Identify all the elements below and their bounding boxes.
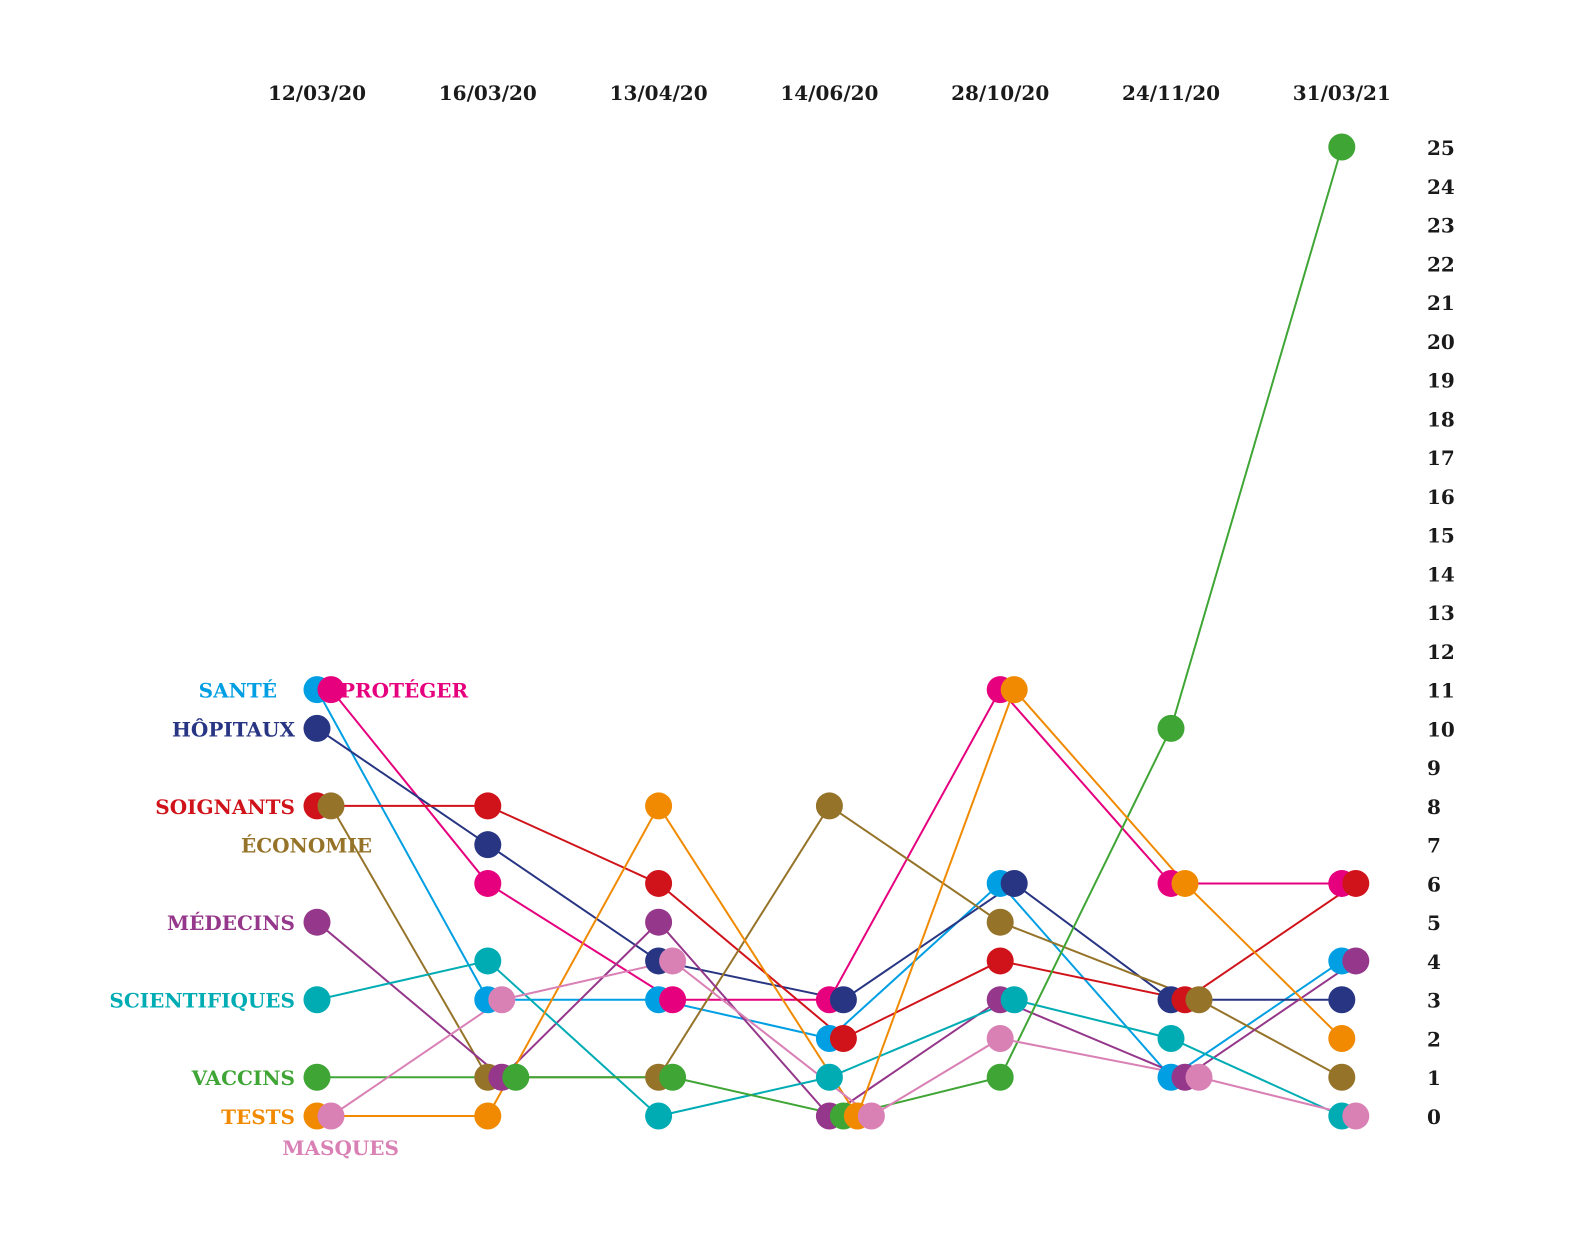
data-point xyxy=(986,1063,1014,1091)
data-point xyxy=(1328,133,1356,161)
data-point xyxy=(659,1063,687,1091)
data-point xyxy=(986,1024,1014,1052)
data-point xyxy=(645,792,673,820)
y-tick-label: 12 xyxy=(1427,640,1455,664)
data-point xyxy=(986,908,1014,936)
series-label: MASQUES xyxy=(282,1136,399,1160)
y-tick-label: 21 xyxy=(1427,291,1455,315)
series-label: HÔPITAUX xyxy=(172,716,295,741)
data-point xyxy=(857,1102,885,1130)
data-point xyxy=(502,1063,530,1091)
data-point xyxy=(303,908,331,936)
y-tick-label: 23 xyxy=(1427,214,1455,238)
data-point xyxy=(645,869,673,897)
y-tick-label: 3 xyxy=(1427,989,1441,1013)
data-point xyxy=(659,947,687,975)
x-tick-label: 28/10/20 xyxy=(951,81,1049,105)
data-point xyxy=(1157,1024,1185,1052)
series-label: SANTÉ xyxy=(199,679,277,703)
data-point xyxy=(488,986,516,1014)
data-point xyxy=(303,986,331,1014)
y-tick-label: 9 xyxy=(1427,756,1441,780)
data-point xyxy=(986,947,1014,975)
data-point xyxy=(815,1063,843,1091)
y-tick-label: 13 xyxy=(1427,601,1455,625)
y-tick-label: 14 xyxy=(1427,562,1455,586)
data-point xyxy=(1328,1024,1356,1052)
data-point xyxy=(317,792,345,820)
data-point xyxy=(645,908,673,936)
data-point xyxy=(1000,986,1028,1014)
y-tick-label: 4 xyxy=(1427,950,1441,974)
data-point xyxy=(1342,869,1370,897)
data-point xyxy=(659,986,687,1014)
data-point xyxy=(474,831,502,859)
data-point xyxy=(829,1024,857,1052)
y-tick-label: 7 xyxy=(1427,834,1441,858)
y-tick-label: 19 xyxy=(1427,369,1455,393)
data-point xyxy=(317,676,345,704)
data-point xyxy=(1171,869,1199,897)
x-tick-label: 12/03/20 xyxy=(268,81,366,105)
y-tick-label: 5 xyxy=(1427,911,1441,935)
series-label: TESTS xyxy=(221,1105,295,1129)
y-tick-label: 1 xyxy=(1427,1066,1441,1090)
y-tick-label: 6 xyxy=(1427,872,1441,896)
series-lines xyxy=(316,146,1357,1119)
y-tick-label: 8 xyxy=(1427,795,1441,819)
y-tick-label: 16 xyxy=(1427,485,1455,509)
y-tick-label: 0 xyxy=(1427,1105,1441,1129)
data-point xyxy=(1328,1063,1356,1091)
data-point xyxy=(1185,1063,1213,1091)
y-tick-label: 22 xyxy=(1427,252,1455,276)
x-tick-label: 24/11/20 xyxy=(1122,81,1220,105)
data-point xyxy=(474,1102,502,1130)
series-label: ÉCONOMIE xyxy=(241,834,372,858)
y-tick-label: 10 xyxy=(1427,717,1455,741)
y-tick-label: 17 xyxy=(1427,446,1455,470)
y-tick-label: 25 xyxy=(1427,136,1455,160)
y-tick-label: 24 xyxy=(1427,175,1455,199)
series-label: SCIENTIFIQUES xyxy=(109,989,295,1013)
y-axis-labels: 0123456789101112131415161718192021222324… xyxy=(1427,136,1455,1129)
series-label: SOIGNANTS xyxy=(155,795,295,819)
data-point xyxy=(474,869,502,897)
data-point xyxy=(1157,714,1185,742)
data-point xyxy=(1000,676,1028,704)
data-point xyxy=(303,714,331,742)
y-tick-label: 18 xyxy=(1427,407,1455,431)
x-tick-label: 31/03/21 xyxy=(1293,81,1391,105)
data-point xyxy=(303,1063,331,1091)
data-point xyxy=(1342,1102,1370,1130)
data-point xyxy=(474,792,502,820)
data-point xyxy=(1328,986,1356,1014)
series-label: PROTÉGER xyxy=(340,679,469,703)
data-point xyxy=(1342,947,1370,975)
data-point xyxy=(474,947,502,975)
data-point xyxy=(645,1102,673,1130)
x-tick-label: 16/03/20 xyxy=(439,81,537,105)
data-point xyxy=(1000,869,1028,897)
y-tick-label: 15 xyxy=(1427,524,1455,548)
series-label: MÉDECINS xyxy=(167,911,295,935)
data-point xyxy=(815,792,843,820)
x-tick-label: 13/04/20 xyxy=(610,81,708,105)
series-labels: SANTÉ PROTÉGER HÔPITAUX SOIGNANTS ÉCONOMIE MÉ… xyxy=(109,679,468,1160)
data-point xyxy=(1185,986,1213,1014)
series-line xyxy=(316,727,1342,1001)
series-points xyxy=(303,133,1370,1130)
data-point xyxy=(829,986,857,1014)
x-axis-labels: 12/03/20 16/03/20 13/04/20 14/06/20 28/10/20… xyxy=(268,81,1391,105)
y-tick-label: 2 xyxy=(1427,1027,1441,1051)
y-tick-label: 11 xyxy=(1427,679,1455,703)
series-label: VACCINS xyxy=(191,1066,295,1090)
y-tick-label: 20 xyxy=(1427,330,1455,354)
x-tick-label: 14/06/20 xyxy=(780,81,878,105)
data-point xyxy=(317,1102,345,1130)
